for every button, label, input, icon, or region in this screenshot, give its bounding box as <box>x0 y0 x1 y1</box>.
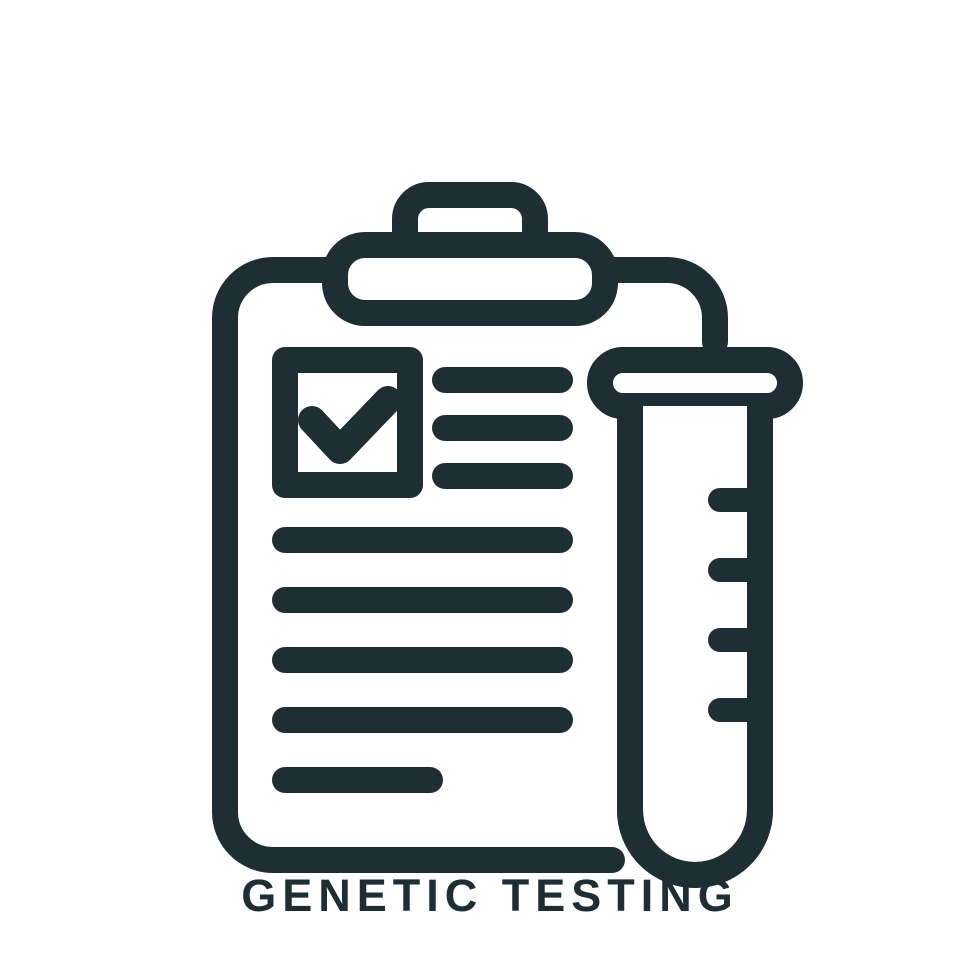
caption-text: GENETIC TESTING <box>0 870 980 922</box>
genetic-testing-icon <box>0 90 980 890</box>
figure-container: GENETIC TESTING <box>0 0 980 980</box>
icon-wrap <box>0 90 980 890</box>
